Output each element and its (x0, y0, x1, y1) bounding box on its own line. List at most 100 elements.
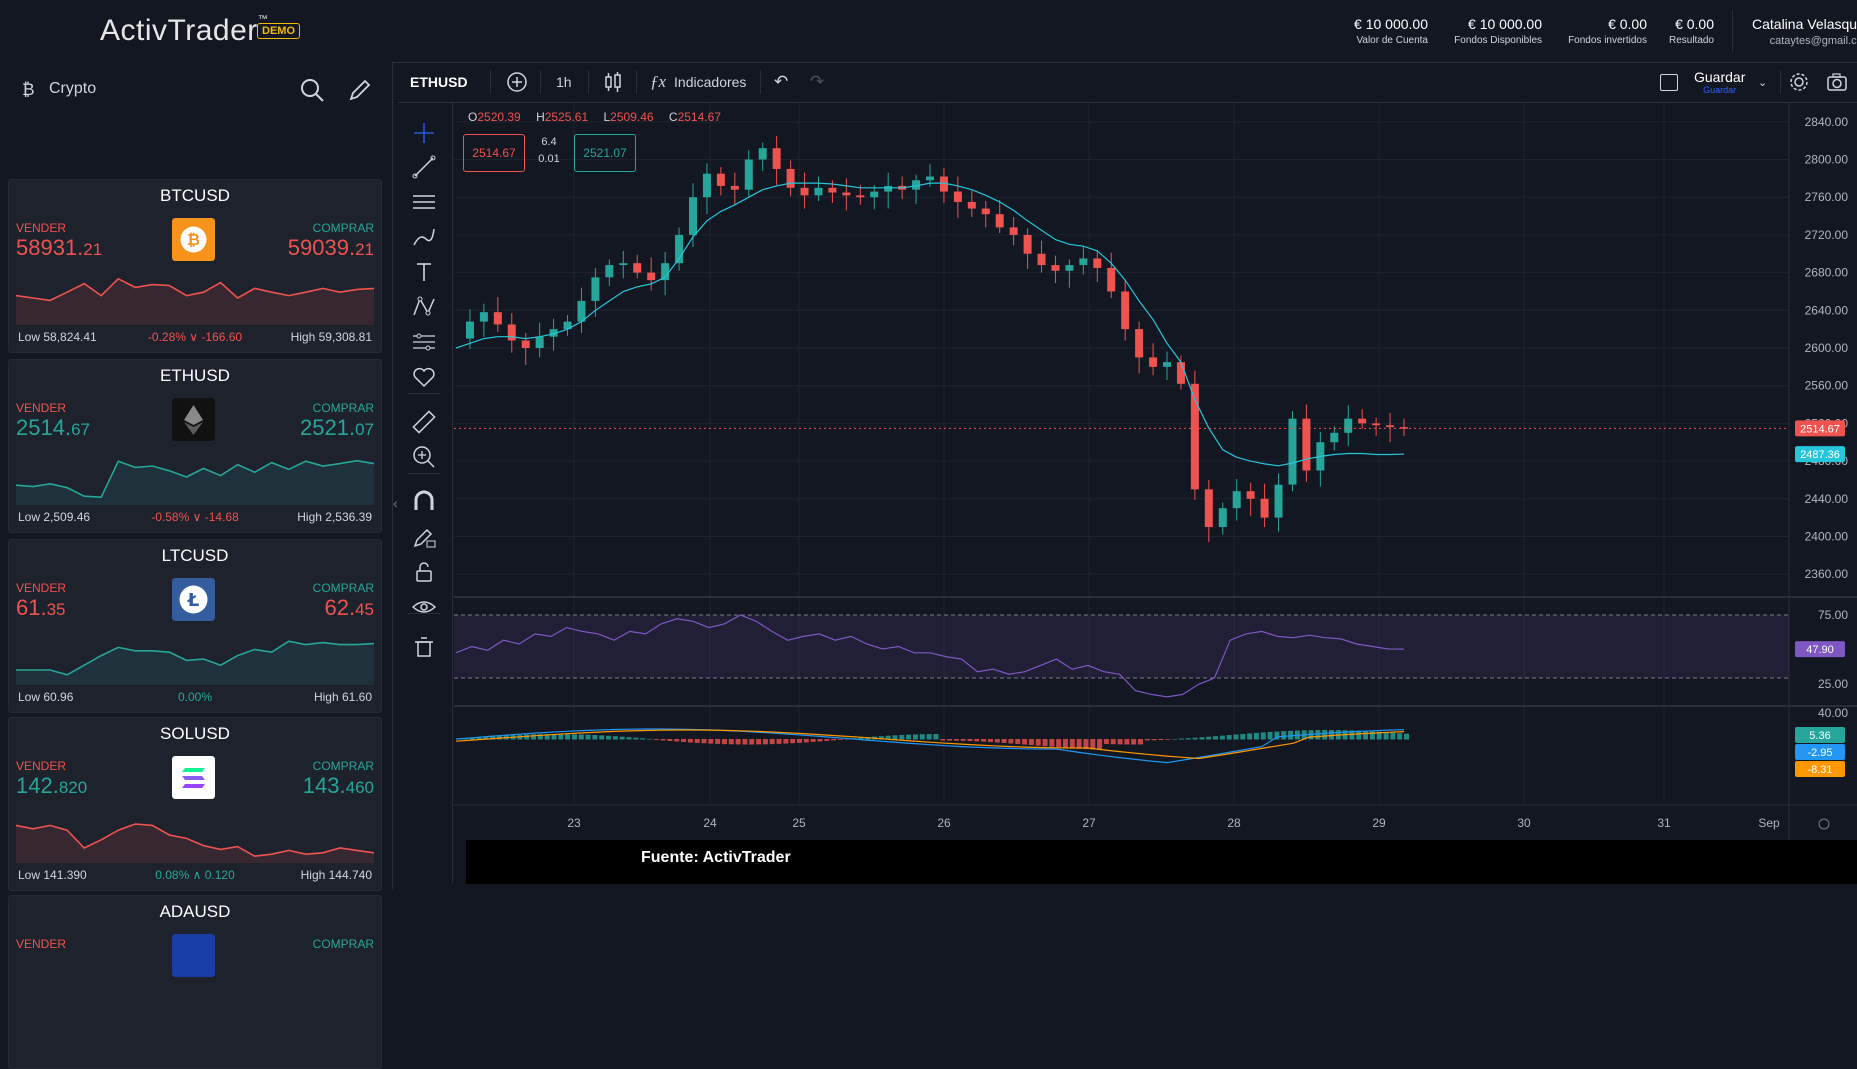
macd-histogram-bar (892, 735, 898, 740)
interval-selector[interactable]: 1h (556, 74, 572, 90)
macd-histogram-bar (1138, 739, 1144, 745)
crosshair-icon[interactable] (410, 119, 438, 147)
spread-value: 6.4 (541, 136, 557, 148)
zoom-in-icon[interactable] (410, 443, 438, 471)
macd-histogram-bar (899, 734, 905, 740)
macd-histogram-bar (1328, 730, 1334, 740)
instrument-card-btcusd[interactable]: BTCUSD VENDER COMPRAR 58931.21 59039.21 ₿ Low … (8, 179, 382, 353)
price-chart[interactable]: 2840.002800.002760.002720.002680.002640.… (454, 103, 1857, 840)
instrument-symbol: ADAUSD (159, 902, 231, 921)
buy-price[interactable]: 59039.21 (288, 235, 374, 261)
buy-label: COMPRAR (312, 221, 374, 235)
app-logo[interactable]: ActivTrader™ (100, 14, 268, 48)
instrument-card-solusd[interactable]: SOLUSD VENDER COMPRAR 142.820 143.460 Low 141… (8, 717, 382, 891)
account-value-label: Valor de Cuenta (1356, 35, 1428, 46)
trend-line-icon[interactable] (410, 153, 438, 181)
sell-price[interactable]: 2514.67 (16, 415, 90, 441)
layout-checkbox[interactable] (1660, 74, 1678, 91)
rsi-value-tag: 47.90 (1806, 644, 1834, 656)
buy-price[interactable]: 62.45 (324, 595, 374, 621)
candle-body (1358, 418, 1367, 424)
heart-icon[interactable] (410, 363, 438, 391)
candle-body (1344, 418, 1353, 433)
pattern-icon[interactable] (410, 293, 438, 321)
macd-histogram-bar (687, 739, 693, 743)
divider (408, 473, 440, 474)
candle-body (1079, 258, 1088, 266)
instrument-card-ltcusd[interactable]: LTCUSD VENDER COMPRAR 61.35 62.45 Ł Low 60.96 0… (8, 539, 382, 713)
macd-histogram-bar (790, 739, 796, 744)
ma-value-tag-bg (1795, 446, 1845, 463)
chevron-down-icon[interactable]: ⌄ (1758, 76, 1768, 89)
buy-price[interactable]: 2521.07 (300, 415, 374, 441)
macd-histogram-bar (762, 739, 768, 745)
magnet-icon[interactable] (410, 488, 438, 516)
forecast-icon[interactable] (410, 328, 438, 356)
chart-toolbar: ETHUSD 1h ƒx Indicadores ↶ ↷ Guardar Guar… (398, 62, 1857, 103)
candle-body (870, 191, 879, 198)
sell-price-decimals: 21 (83, 240, 103, 259)
undo-icon[interactable]: ↶ (774, 72, 789, 91)
user-menu[interactable]: Catalina Velasquez cataytes@gmail.com (1752, 16, 1857, 47)
instrument-card-ethusd[interactable]: ETHUSD VENDER COMPRAR 2514.67 2521.07 Low 2,5… (8, 359, 382, 533)
candle-body (1400, 427, 1408, 429)
redo-icon[interactable]: ↷ (810, 72, 825, 91)
sell-price[interactable]: 58931.21 (16, 235, 102, 261)
litecoin-circle (179, 585, 208, 614)
brush-icon[interactable] (410, 223, 438, 251)
macd-histogram-bar (592, 735, 598, 740)
trash-icon[interactable] (410, 633, 438, 661)
gear-icon[interactable] (1788, 70, 1810, 94)
macd-histogram-bar (933, 734, 939, 740)
add-compare-icon[interactable] (506, 70, 528, 94)
symbol-selector[interactable]: ETHUSD (410, 74, 468, 90)
macd-histogram-bar (919, 734, 925, 740)
lock-drawing-icon[interactable] (410, 523, 438, 551)
instrument-card-adausd[interactable]: ADAUSD VENDER COMPRAR (8, 895, 382, 1069)
macd-histogram-bar (1369, 731, 1375, 740)
ethereum-bottom (184, 422, 203, 435)
lot-size[interactable]: 0.01 (538, 153, 560, 165)
category-label[interactable]: Crypto (49, 80, 97, 97)
instrument-sidebar: ₿ Crypto BTCUSD VENDER COMPRAR 58931.21 5903… (0, 62, 393, 1069)
buy-button[interactable]: 2521.07 (574, 134, 636, 172)
unlock-icon[interactable] (410, 558, 438, 586)
sparkline (16, 277, 374, 325)
macd-histogram-bar (1260, 732, 1266, 740)
macd-histogram-bar (987, 739, 993, 743)
macd-histogram-bar (981, 739, 987, 742)
horizontal-lines-icon[interactable] (410, 188, 438, 216)
sell-price[interactable]: 61.35 (16, 595, 66, 621)
price-axis-label: 2840.00 (1805, 115, 1849, 129)
macd-histogram-bar (1315, 730, 1321, 740)
candlestick-type-icon[interactable] (603, 70, 623, 94)
candle-body (1163, 362, 1171, 367)
macd-histogram-bar (1076, 739, 1082, 749)
result: € 0.00 Resultado (1657, 16, 1714, 46)
pencil-icon[interactable] (346, 76, 374, 104)
macd-histogram-bar (640, 738, 646, 740)
text-icon[interactable] (410, 258, 438, 286)
buy-price[interactable]: 143.460 (303, 773, 374, 799)
sell-price[interactable]: 142.820 (16, 773, 87, 799)
low-price: Low 141.390 (18, 868, 87, 882)
time-axis-label: 27 (1082, 816, 1096, 830)
buy-label: COMPRAR (312, 401, 374, 415)
user-name: Catalina Velasquez (1752, 16, 1857, 32)
save-button[interactable]: Guardar Guardar (1694, 69, 1745, 95)
camera-icon[interactable] (1826, 70, 1848, 94)
divider (760, 70, 761, 94)
daily-change: 0.00% (177, 690, 213, 704)
candle-body (814, 187, 823, 196)
eye-icon[interactable] (410, 593, 438, 621)
search-icon[interactable] (298, 76, 326, 104)
collapse-sidebar-icon[interactable]: ‹ (393, 495, 398, 511)
indicators-button[interactable]: ƒx Indicadores (650, 70, 746, 94)
macd-histogram-bar (483, 736, 489, 740)
sell-price-decimals: 820 (58, 778, 88, 797)
candle-body (926, 176, 934, 181)
ruler-icon[interactable] (410, 408, 438, 436)
macd-histogram-bar (619, 736, 625, 740)
macd-histogram-bar (1001, 739, 1007, 743)
sell-button[interactable]: 2514.67 (463, 134, 525, 172)
